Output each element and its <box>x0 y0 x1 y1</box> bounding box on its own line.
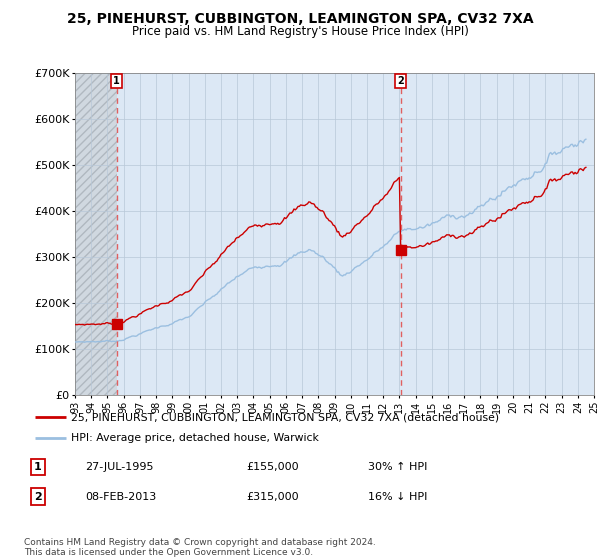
Text: 25, PINEHURST, CUBBINGTON, LEAMINGTON SPA, CV32 7XA: 25, PINEHURST, CUBBINGTON, LEAMINGTON SP… <box>67 12 533 26</box>
Text: 25, PINEHURST, CUBBINGTON, LEAMINGTON SPA, CV32 7XA (detached house): 25, PINEHURST, CUBBINGTON, LEAMINGTON SP… <box>71 412 499 422</box>
Bar <box>75 73 116 395</box>
Text: HPI: Average price, detached house, Warwick: HPI: Average price, detached house, Warw… <box>71 433 319 444</box>
Text: £315,000: £315,000 <box>246 492 299 502</box>
Text: £155,000: £155,000 <box>246 462 299 472</box>
Text: 30% ↑ HPI: 30% ↑ HPI <box>368 462 427 472</box>
Text: Contains HM Land Registry data © Crown copyright and database right 2024.
This d: Contains HM Land Registry data © Crown c… <box>24 538 376 557</box>
Text: 08-FEB-2013: 08-FEB-2013 <box>85 492 156 502</box>
Text: 2: 2 <box>34 492 42 502</box>
Text: 2: 2 <box>397 76 404 86</box>
Text: Price paid vs. HM Land Registry's House Price Index (HPI): Price paid vs. HM Land Registry's House … <box>131 25 469 38</box>
Text: 27-JUL-1995: 27-JUL-1995 <box>85 462 154 472</box>
Text: 16% ↓ HPI: 16% ↓ HPI <box>368 492 427 502</box>
Text: 1: 1 <box>34 462 42 472</box>
Text: 1: 1 <box>113 76 120 86</box>
